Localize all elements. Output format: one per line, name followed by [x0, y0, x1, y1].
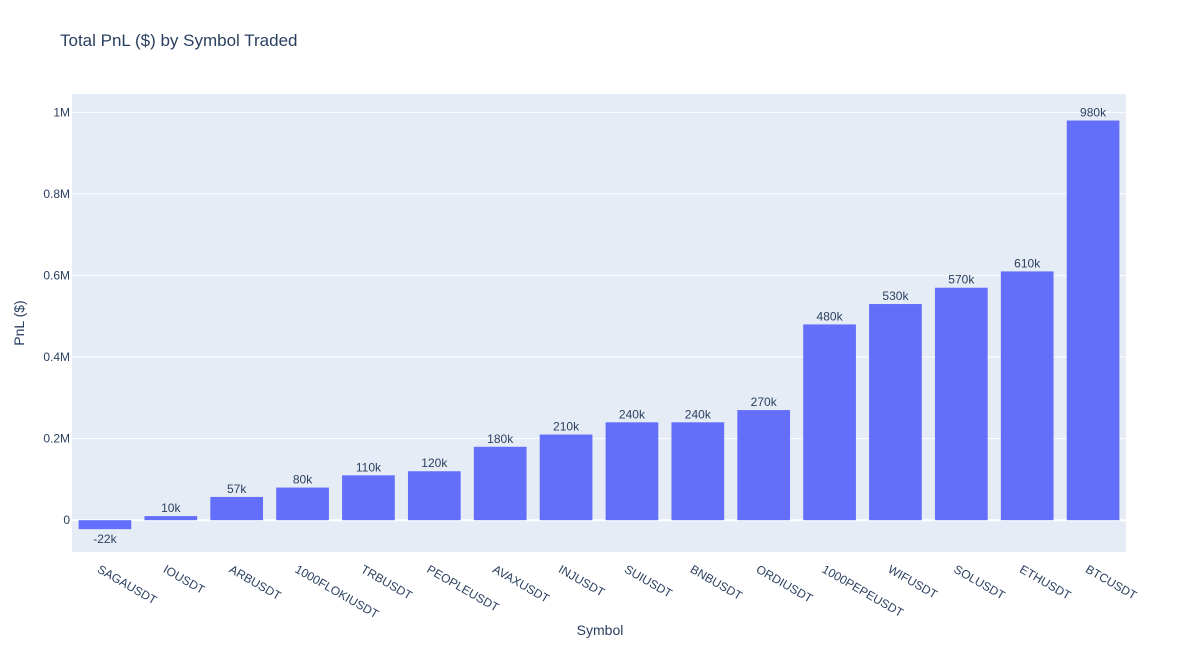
data-label: -22k — [93, 532, 117, 546]
bar — [671, 422, 725, 521]
bars — [78, 120, 1120, 530]
x-tick-label: SOLUSDT — [951, 562, 1008, 603]
y-tick-label: 0.4M — [43, 350, 70, 364]
data-label: 120k — [421, 456, 448, 470]
data-label: 240k — [685, 407, 712, 421]
bar — [78, 520, 132, 530]
data-label: 180k — [487, 432, 514, 446]
y-tick-label: 0.2M — [43, 432, 70, 446]
y-tick-label: 0.8M — [43, 187, 70, 201]
y-tick-label: 1M — [53, 105, 70, 119]
bar — [407, 471, 461, 521]
data-label: 270k — [751, 395, 778, 409]
bar — [276, 487, 329, 521]
x-tick-label: SAGAUSDT — [95, 562, 160, 607]
bar — [473, 446, 527, 521]
data-label: 110k — [356, 460, 382, 474]
bar — [1066, 120, 1120, 521]
x-axis-ticks: SAGAUSDT IOUSDT ARBUSDT 1000FLOKIUSDTTRBUSD… — [95, 562, 1140, 621]
bar — [144, 516, 198, 521]
bar — [934, 287, 988, 521]
x-tick-label: IOUSDT — [161, 562, 208, 597]
y-tick-label: 0 — [63, 513, 70, 527]
bar — [737, 410, 791, 521]
data-label: 480k — [817, 309, 844, 323]
x-tick-label: ARBUSDT — [227, 562, 284, 603]
y-axis-title: PnL ($) — [11, 300, 27, 345]
data-label: 240k — [619, 407, 646, 421]
x-tick-label: BTCUSDT — [1083, 562, 1140, 603]
bar — [605, 422, 659, 521]
x-tick-label: INJUSDT — [556, 562, 607, 600]
data-label: 570k — [948, 273, 975, 287]
x-tick-label: ORDIUSDT — [754, 562, 816, 606]
bar — [210, 496, 264, 521]
x-tick-label: PEOPLEUSDT — [424, 562, 501, 615]
data-label: 57k — [227, 482, 247, 496]
bar — [342, 475, 395, 521]
x-tick-label: ETHUSDT — [1017, 562, 1074, 603]
chart-title: Total PnL ($) by Symbol Traded — [60, 31, 298, 50]
x-tick-label: AVAXUSDT — [490, 562, 552, 606]
data-label: 80k — [293, 473, 313, 487]
bar — [803, 324, 856, 521]
x-tick-label: BNBUSDT — [688, 562, 745, 603]
bar — [869, 304, 922, 521]
data-label: 980k — [1080, 106, 1107, 120]
data-label: 530k — [882, 289, 909, 303]
data-label: 610k — [1014, 256, 1041, 270]
data-label: 210k — [553, 420, 580, 434]
y-tick-label: 0.6M — [43, 268, 70, 282]
x-tick-label: TRBUSDT — [359, 562, 416, 603]
x-tick-label: WIFUSDT — [886, 562, 941, 602]
x-tick-label: SUIUSDT — [622, 562, 675, 601]
y-axis-ticks: 0 0.2M 0.4M 0.6M 0.8M 1M — [43, 105, 70, 527]
bar — [1000, 271, 1054, 521]
x-axis-title: Symbol — [577, 622, 624, 638]
bar — [539, 434, 593, 521]
data-labels: -22k 10k 57k 80k 110k 120k 180k 210k 240k 240k 270… — [93, 106, 1107, 547]
data-label: 10k — [161, 501, 181, 515]
